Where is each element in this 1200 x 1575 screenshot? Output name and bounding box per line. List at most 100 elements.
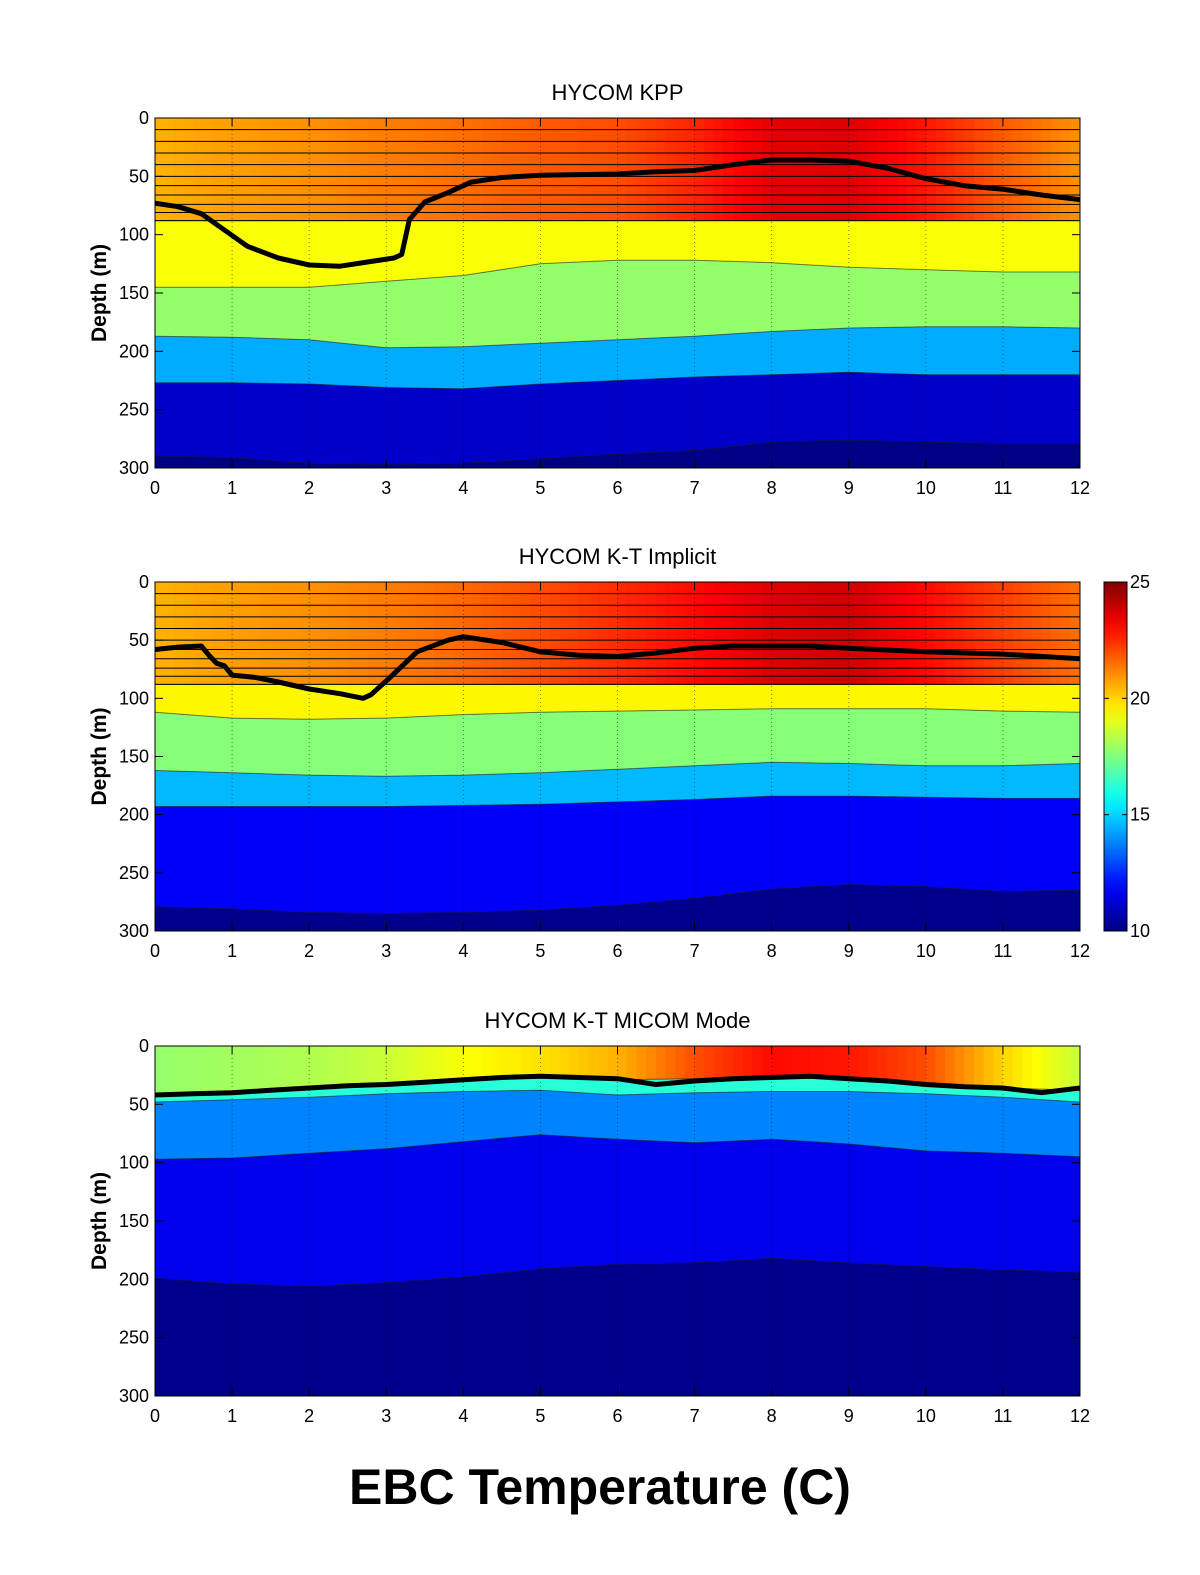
surface-strip [810, 1046, 821, 1078]
y-tick-label: 50 [129, 630, 149, 650]
surface-strip [877, 582, 888, 685]
surface-strip [328, 118, 339, 221]
y-tick-label: 250 [119, 863, 149, 883]
surface-strip [203, 582, 214, 685]
surface-strip [762, 1046, 773, 1077]
colorbar-gradient [1103, 581, 1128, 932]
surface-strip [347, 1046, 358, 1087]
surface-strip [829, 1046, 840, 1079]
surface-strip [260, 582, 272, 685]
surface-strip [656, 1046, 667, 1080]
surface-strip [1022, 1046, 1033, 1089]
surface-strip [974, 1046, 985, 1087]
surface-strip [887, 1046, 898, 1082]
surface-strip [819, 118, 831, 221]
surface-strip [1012, 582, 1023, 685]
surface-strip [395, 1046, 407, 1084]
surface-strip [550, 118, 561, 221]
surface-strip [598, 582, 609, 685]
surface-strip [1012, 118, 1023, 221]
surface-strip [752, 1046, 763, 1077]
surface-strip [665, 1046, 676, 1080]
plot-area [155, 582, 1080, 931]
surface-strip [338, 118, 349, 221]
x-tick-label: 6 [612, 941, 622, 961]
surface-strip [559, 582, 570, 685]
surface-strip [1031, 582, 1043, 685]
surface-strip [424, 582, 436, 685]
x-tick-label: 7 [690, 941, 700, 961]
surface-strip [521, 1046, 532, 1077]
surface-strip [193, 582, 204, 685]
surface-strip [530, 1046, 542, 1077]
surface-strip [906, 118, 917, 221]
surface-strip [289, 1046, 301, 1090]
surface-strip [723, 582, 734, 685]
surface-strip [492, 582, 503, 685]
surface-strip [1051, 582, 1062, 685]
layer-interface-line [155, 259, 1080, 288]
surface-strip [357, 582, 368, 685]
surface-strip [588, 582, 599, 685]
y-tick-label: 300 [119, 458, 149, 478]
surface-strip [636, 582, 648, 685]
surface-strip [550, 1046, 561, 1077]
surface-strip [463, 118, 474, 221]
figure-title: EBC Temperature (C) [349, 1459, 851, 1515]
y-tick-label: 0 [139, 108, 149, 128]
surface-strip [627, 582, 638, 685]
panel-1: 0 1 2 3 4 5 6 7 8 9 10 11 12050100150200250300HYCOM … [88, 80, 1090, 498]
x-tick-label: 4 [458, 1406, 468, 1426]
y-tick-label: 150 [119, 747, 149, 767]
y-tick-label: 200 [119, 805, 149, 825]
surface-strip [964, 582, 975, 685]
surface-strip [713, 1046, 725, 1078]
surface-strip [916, 1046, 927, 1085]
surface-strip [704, 1046, 715, 1079]
surface-strip [405, 1046, 416, 1084]
surface-strip [771, 582, 782, 685]
panel-3: 0 1 2 3 4 5 6 7 8 9 10 11 12050100150200250300HYCOM … [88, 1008, 1090, 1426]
surface-strip [1060, 1046, 1071, 1090]
x-tick-label: 6 [612, 478, 622, 498]
surface-strip [974, 582, 985, 685]
surface-strip [1041, 582, 1052, 685]
surface-strip [559, 1046, 570, 1078]
surface-strip [155, 118, 166, 221]
surface-strip [366, 1046, 378, 1086]
y-tick-label: 300 [119, 921, 149, 941]
y-axis-label: Depth (m) [88, 708, 111, 806]
surface-strip [684, 1046, 696, 1079]
surface-strip [790, 582, 802, 685]
surface-strip [800, 118, 811, 221]
surface-strip [829, 118, 840, 221]
x-tick-label: 0 [150, 941, 160, 961]
surface-strip [868, 118, 879, 221]
surface-strip [386, 118, 397, 221]
surface-strip [617, 118, 628, 221]
surface-strip [636, 1046, 648, 1080]
x-tick-label: 2 [304, 478, 314, 498]
surface-strip [790, 1046, 802, 1078]
surface-strip [212, 118, 224, 221]
surface-strip [848, 582, 859, 685]
surface-strip [453, 582, 464, 685]
surface-strip [270, 118, 281, 221]
surface-strip [453, 1046, 464, 1081]
surface-strip [945, 1046, 956, 1086]
surface-strip [463, 582, 474, 685]
surface-strip [241, 1046, 252, 1093]
surface-strip [299, 118, 310, 221]
surface-strip [376, 1046, 387, 1085]
surface-strip [896, 582, 908, 685]
surface-strip [1060, 582, 1071, 685]
x-tick-label: 0 [150, 1406, 160, 1426]
mixed-layer-depth-line [155, 1073, 1080, 1098]
surface-strip [366, 118, 378, 221]
surface-strip [376, 118, 387, 221]
surface-strip [858, 118, 869, 221]
y-tick-label: 250 [119, 1328, 149, 1348]
y-tick-label: 100 [119, 688, 149, 708]
surface-strip [790, 118, 802, 221]
y-tick-label: 300 [119, 1386, 149, 1406]
